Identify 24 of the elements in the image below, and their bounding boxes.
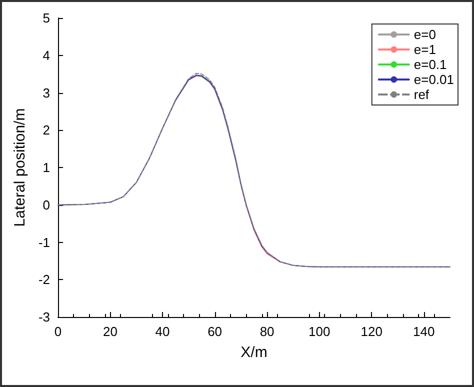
x-tick-label: 20 <box>103 324 118 339</box>
legend-label: e=0 <box>414 27 436 42</box>
y-tick-label: 0 <box>42 197 50 212</box>
legend-label: e=0.01 <box>414 72 454 87</box>
x-tick-label: 100 <box>308 324 330 339</box>
x-tick-label: 80 <box>260 324 274 339</box>
y-tick-label: -1 <box>38 234 50 250</box>
y-axis-title: Lateral position/m <box>12 108 29 227</box>
y-tick-label: -3 <box>38 310 50 324</box>
x-tick-label: 120 <box>360 324 382 339</box>
x-axis-title: X/m <box>240 344 268 361</box>
y-tick-label: 4 <box>42 48 50 63</box>
y-tick-label: -2 <box>38 272 50 288</box>
legend-label: ref <box>414 87 430 102</box>
y-tick-label: 2 <box>42 122 50 138</box>
y-tick-label: 1 <box>42 160 50 175</box>
y-tick-label: 5 <box>42 10 50 26</box>
legend-label: e=0.1 <box>414 57 447 72</box>
x-tick-label: 40 <box>155 324 170 339</box>
legend-label: e=1 <box>414 42 436 57</box>
x-tick-label: 0 <box>54 324 62 339</box>
x-tick-label: 140 <box>413 324 435 339</box>
y-tick-label: 3 <box>42 85 50 100</box>
x-tick-label: 60 <box>208 324 222 339</box>
